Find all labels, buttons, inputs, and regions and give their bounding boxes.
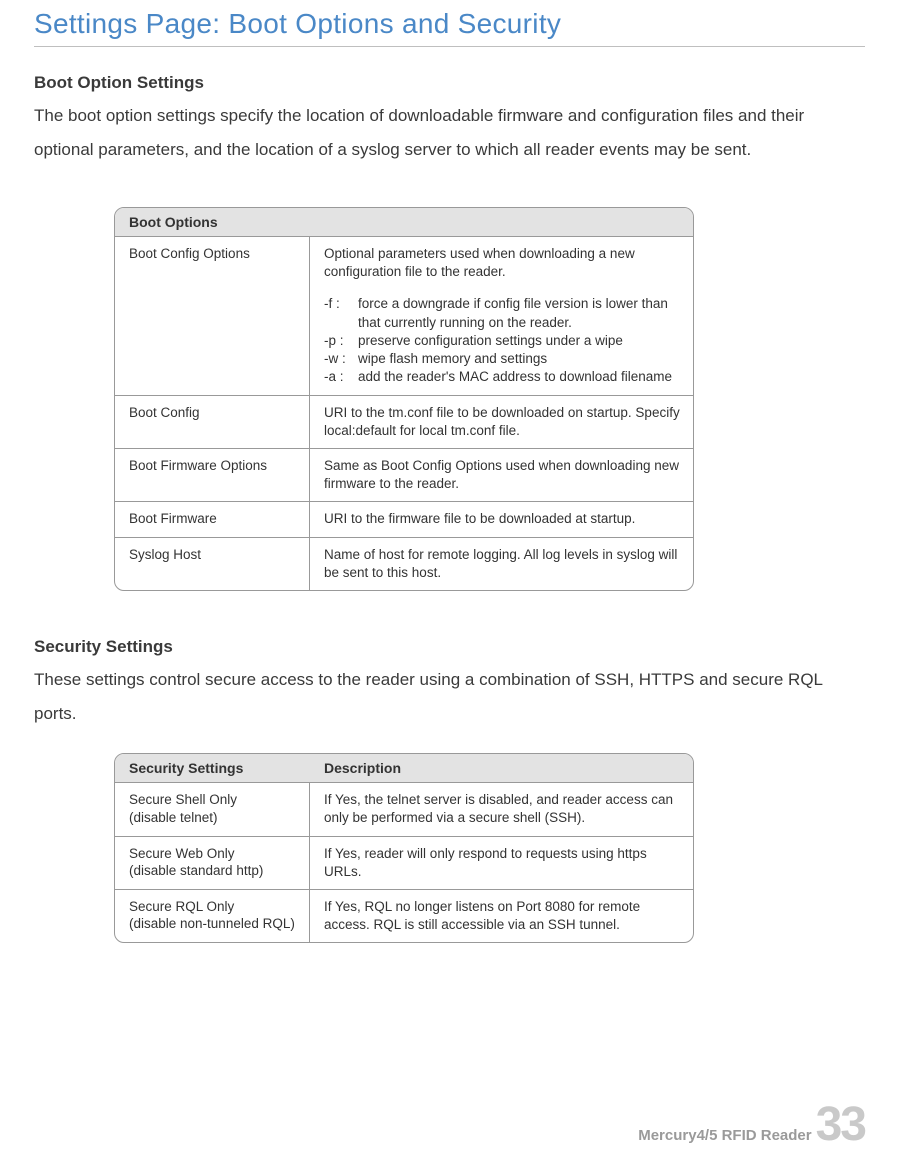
option-flag: -a :: [324, 368, 358, 386]
row-label-sub: (disable non-tunneled RQL): [129, 916, 295, 931]
option-text: wipe flash memory and settings: [358, 350, 683, 368]
boot-options-table: Boot Options Boot Config Options Optiona…: [114, 207, 694, 591]
option-flag: -f :: [324, 295, 358, 331]
table-row: Secure Shell Only (disable telnet) If Ye…: [115, 782, 693, 835]
row-label-sub: (disable telnet): [129, 810, 218, 825]
row-desc: Same as Boot Config Options used when do…: [310, 449, 693, 501]
footer-label: Mercury4/5 RFID Reader: [638, 1127, 811, 1144]
table-row: Secure Web Only (disable standard http) …: [115, 836, 693, 889]
table-row: Boot Config Options Optional parameters …: [115, 236, 693, 395]
option-text: force a downgrade if config file version…: [358, 295, 683, 331]
row-label: Boot Config Options: [115, 237, 310, 395]
table-row: Boot Firmware Options Same as Boot Confi…: [115, 448, 693, 501]
row-desc: If Yes, reader will only respond to requ…: [310, 837, 693, 889]
footer-page-number: 33: [816, 1101, 865, 1149]
row-label: Boot Firmware: [115, 502, 310, 536]
row-desc: URI to the firmware file to be downloade…: [310, 502, 693, 536]
option-item: -p :preserve configuration settings unde…: [324, 332, 683, 350]
row-label: Syslog Host: [115, 538, 310, 590]
option-item: -f :force a downgrade if config file ver…: [324, 295, 683, 331]
option-flag: -w :: [324, 350, 358, 368]
table-row: Boot Config URI to the tm.conf file to b…: [115, 395, 693, 448]
row-label: Secure RQL Only (disable non-tunneled RQ…: [115, 890, 310, 942]
row-desc: Optional parameters used when downloadin…: [310, 237, 693, 395]
page-footer: Mercury4/5 RFID Reader 33: [638, 1101, 865, 1149]
table-header-desc: Description: [324, 760, 401, 776]
row-label-text: Secure Web Only: [129, 846, 235, 861]
row-label-text: Secure RQL Only: [129, 899, 234, 914]
row-label: Secure Web Only (disable standard http): [115, 837, 310, 889]
boot-settings-heading: Boot Option Settings: [34, 73, 865, 93]
option-flag: -p :: [324, 332, 358, 350]
row-desc: Name of host for remote logging. All log…: [310, 538, 693, 590]
option-item: -a :add the reader's MAC address to down…: [324, 368, 683, 386]
option-item: -w :wipe flash memory and settings: [324, 350, 683, 368]
row-label-sub: (disable standard http): [129, 863, 263, 878]
table-header: Security Settings Description: [115, 754, 693, 782]
row-desc: URI to the tm.conf file to be downloaded…: [310, 396, 693, 448]
option-text: add the reader's MAC address to download…: [358, 368, 683, 386]
option-text: preserve configuration settings under a …: [358, 332, 683, 350]
row-desc-text: Optional parameters used when downloadin…: [324, 246, 635, 279]
table-row: Secure RQL Only (disable non-tunneled RQ…: [115, 889, 693, 942]
row-label: Secure Shell Only (disable telnet): [115, 783, 310, 835]
table-header-label: Security Settings: [129, 760, 324, 776]
security-settings-body: These settings control secure access to …: [34, 663, 865, 731]
table-header-label: Boot Options: [129, 214, 324, 230]
row-label-text: Secure Shell Only: [129, 792, 237, 807]
row-desc: If Yes, RQL no longer listens on Port 80…: [310, 890, 693, 942]
row-label: Boot Firmware Options: [115, 449, 310, 501]
security-settings-heading: Security Settings: [34, 637, 865, 657]
table-row: Syslog Host Name of host for remote logg…: [115, 537, 693, 590]
row-desc: If Yes, the telnet server is disabled, a…: [310, 783, 693, 835]
table-row: Boot Firmware URI to the firmware file t…: [115, 501, 693, 536]
row-label: Boot Config: [115, 396, 310, 448]
table-header: Boot Options: [115, 208, 693, 236]
security-settings-table: Security Settings Description Secure She…: [114, 753, 694, 943]
page-title: Settings Page: Boot Options and Security: [34, 8, 865, 47]
option-list: -f :force a downgrade if config file ver…: [324, 295, 683, 386]
boot-settings-body: The boot option settings specify the loc…: [34, 99, 865, 167]
